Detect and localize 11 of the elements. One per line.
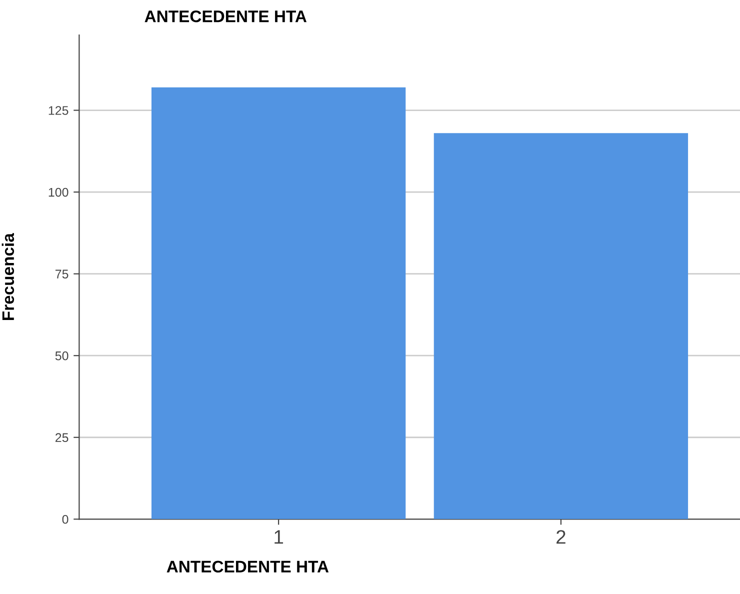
y-tick-label: 100 [48, 188, 68, 197]
y-tick-label: 75 [56, 270, 68, 278]
x-tick-label: 1 [274, 530, 284, 544]
chart-title: ANTECEDENTE HTA [144, 10, 307, 22]
y-tick-label: 25 [55, 433, 68, 442]
y-axis-title: Frecuencia [2, 232, 14, 320]
y-tick-label: 50 [55, 351, 68, 360]
x-tick-label: 2 [556, 530, 566, 544]
y-tick-label: 0 [62, 514, 68, 524]
y-tick-label: 125 [48, 106, 68, 115]
x-axis-title: ANTECEDENTE HTA [166, 560, 329, 573]
